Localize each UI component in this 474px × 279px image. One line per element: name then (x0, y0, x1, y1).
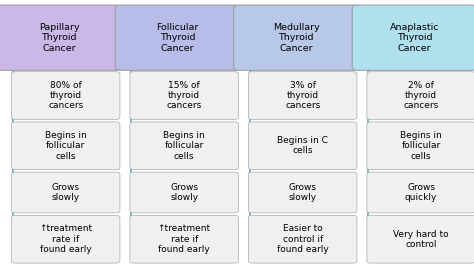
FancyBboxPatch shape (367, 172, 474, 213)
Text: Begins in
follicular
cells: Begins in follicular cells (45, 131, 87, 161)
FancyBboxPatch shape (248, 172, 357, 213)
Text: Very hard to
control: Very hard to control (393, 230, 449, 249)
FancyBboxPatch shape (11, 122, 120, 170)
FancyBboxPatch shape (130, 172, 238, 213)
FancyBboxPatch shape (11, 72, 120, 119)
FancyBboxPatch shape (367, 122, 474, 170)
FancyBboxPatch shape (248, 122, 357, 170)
Text: 80% of
thyroid
cancers: 80% of thyroid cancers (48, 81, 83, 110)
Text: 15% of
thyroid
cancers: 15% of thyroid cancers (166, 81, 202, 110)
Text: Papillary
Thyroid
Cancer: Papillary Thyroid Cancer (39, 23, 80, 52)
Text: Grows
slowly: Grows slowly (170, 183, 198, 202)
FancyBboxPatch shape (11, 215, 120, 263)
Text: ↑treatment
rate if
found early: ↑treatment rate if found early (39, 224, 92, 254)
Text: 2% of
thyroid
cancers: 2% of thyroid cancers (403, 81, 439, 110)
FancyBboxPatch shape (0, 5, 122, 70)
FancyBboxPatch shape (367, 215, 474, 263)
FancyBboxPatch shape (130, 122, 238, 170)
FancyBboxPatch shape (234, 5, 359, 70)
Text: Grows
quickly: Grows quickly (405, 183, 438, 202)
Text: Begins in
follicular
cells: Begins in follicular cells (400, 131, 442, 161)
FancyBboxPatch shape (115, 5, 240, 70)
Text: Easier to
control if
found early: Easier to control if found early (277, 224, 328, 254)
Text: 3% of
thyroid
cancers: 3% of thyroid cancers (285, 81, 320, 110)
Text: Anaplastic
Thyroid
Cancer: Anaplastic Thyroid Cancer (390, 23, 439, 52)
FancyBboxPatch shape (248, 215, 357, 263)
FancyBboxPatch shape (367, 72, 474, 119)
Text: Grows
slowly: Grows slowly (289, 183, 317, 202)
Text: Begins in
follicular
cells: Begins in follicular cells (163, 131, 205, 161)
Text: Follicular
Thyroid
Cancer: Follicular Thyroid Cancer (156, 23, 199, 52)
FancyBboxPatch shape (352, 5, 474, 70)
FancyBboxPatch shape (248, 72, 357, 119)
FancyBboxPatch shape (11, 172, 120, 213)
FancyBboxPatch shape (130, 215, 238, 263)
Text: Begins in C
cells: Begins in C cells (277, 136, 328, 155)
Text: Grows
slowly: Grows slowly (52, 183, 80, 202)
FancyBboxPatch shape (130, 72, 238, 119)
Text: Medullary
Thyroid
Cancer: Medullary Thyroid Cancer (273, 23, 319, 52)
Text: ↑treatment
rate if
found early: ↑treatment rate if found early (157, 224, 211, 254)
